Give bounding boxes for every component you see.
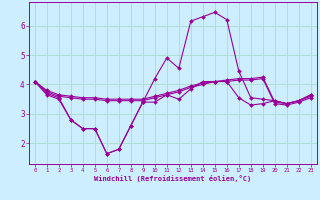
X-axis label: Windchill (Refroidissement éolien,°C): Windchill (Refroidissement éolien,°C) xyxy=(94,175,252,182)
